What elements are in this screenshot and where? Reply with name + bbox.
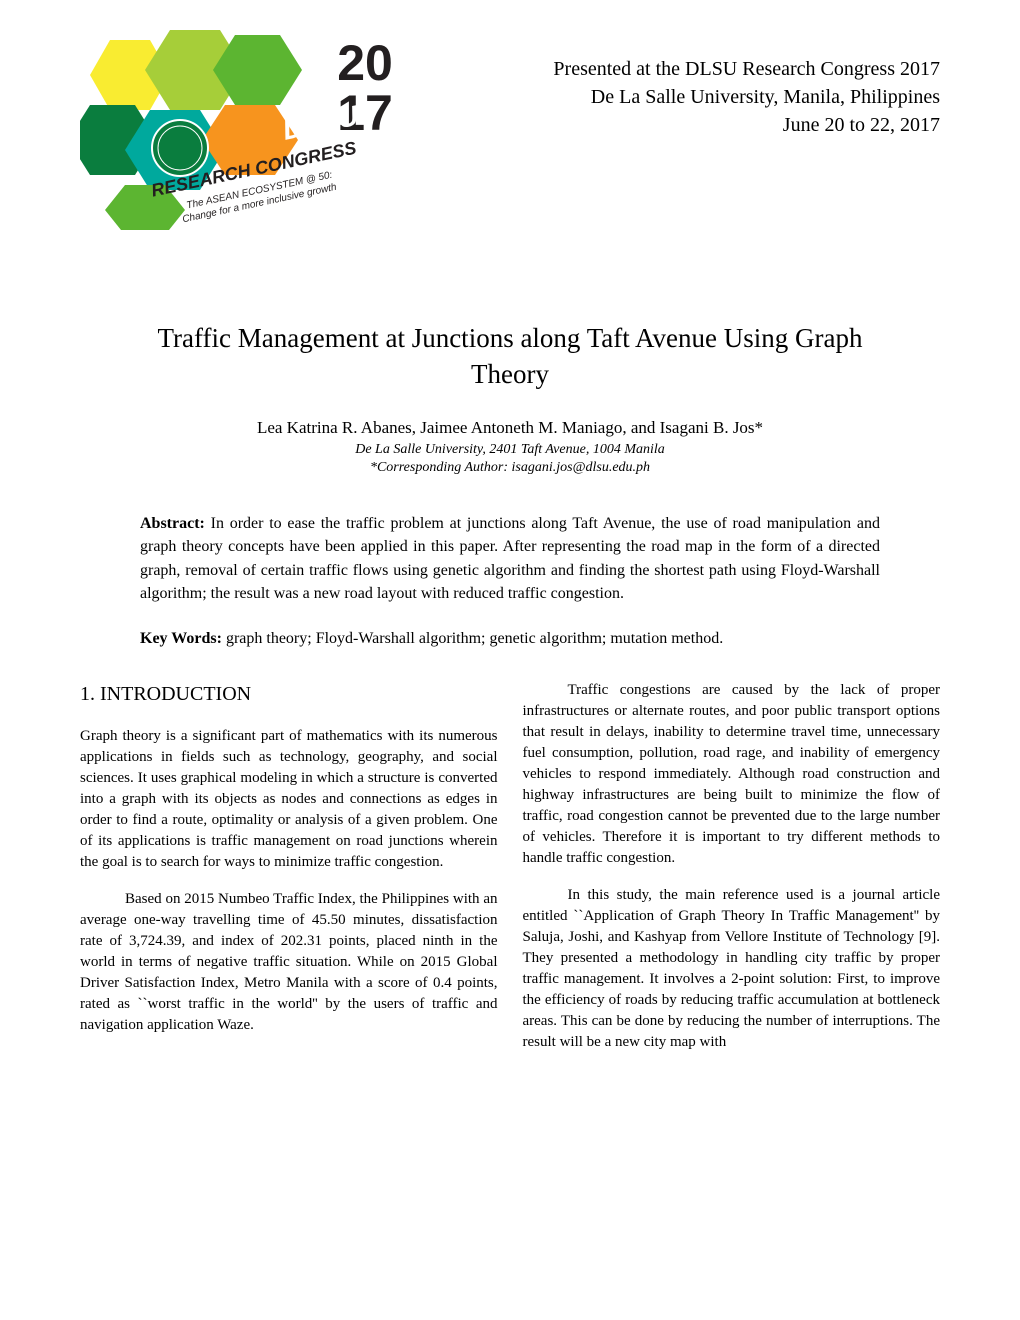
section-heading: 1. INTRODUCTION [80,680,498,708]
paragraph: Graph theory is a significant part of ma… [80,726,498,873]
header-line-2: De La Salle University, Manila, Philippi… [553,83,940,111]
header-line-3: June 20 to 22, 2017 [553,111,940,139]
affiliation: De La Salle University, 2401 Taft Avenue… [80,441,940,477]
paragraph: Based on 2015 Numbeo Traffic Index, the … [80,889,498,1036]
keywords-label: Key Words: [140,630,222,647]
body-columns: 1. INTRODUCTION Graph theory is a signif… [80,680,940,1069]
abstract-text: In order to ease the traffic problem at … [140,515,880,602]
abstract: Abstract: In order to ease the traffic p… [140,512,880,605]
abstract-label: Abstract: [140,515,205,532]
affiliation-line-2: *Corresponding Author: isagani.jos@dlsu.… [80,459,940,477]
header-line-1: Presented at the DLSU Research Congress … [553,55,940,83]
header-area: 20 17 DLSU RESEARCH CONGRESS The ASEAN E… [80,30,940,230]
header-text: Presented at the DLSU Research Congress … [553,30,940,139]
affiliation-line-1: De La Salle University, 2401 Taft Avenue… [80,441,940,459]
paragraph: Traffic congestions are caused by the la… [523,680,941,869]
paragraph: In this study, the main reference used i… [523,885,941,1053]
keywords: Key Words: graph theory; Floyd-Warshall … [140,627,880,650]
paper-title: Traffic Management at Junctions along Ta… [120,320,900,393]
right-column: Traffic congestions are caused by the la… [523,680,941,1069]
authors: Lea Katrina R. Abanes, Jaimee Antoneth M… [80,418,940,438]
svg-text:20: 20 [337,35,393,91]
left-column: 1. INTRODUCTION Graph theory is a signif… [80,680,498,1069]
congress-logo: 20 17 DLSU RESEARCH CONGRESS The ASEAN E… [80,30,420,230]
keywords-text: graph theory; Floyd-Warshall algorithm; … [222,630,723,647]
